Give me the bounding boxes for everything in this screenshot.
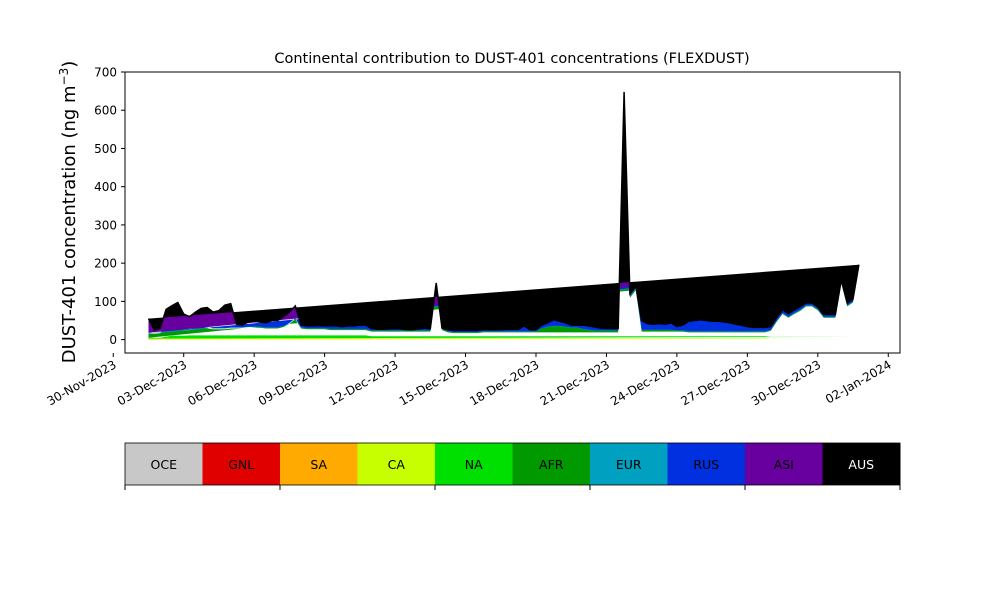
y-tick-label: 200 (94, 257, 117, 271)
plot-frame (124, 71, 901, 354)
legend-swatch-asi (745, 443, 823, 485)
y-tick-label: 500 (94, 142, 117, 156)
legend-label-gnl: GNL (228, 457, 254, 472)
legend-label-eur: EUR (616, 457, 642, 472)
legend-label-afr: AFR (539, 457, 564, 472)
x-tick-label: 09-Dec-2023 (256, 357, 330, 408)
x-tick-label: 27-Dec-2023 (679, 357, 753, 408)
legend-label-ca: CA (388, 457, 406, 472)
y-tick-label: 400 (94, 180, 117, 194)
legend-label-sa: SA (310, 457, 327, 472)
legend-swatch-gnl (202, 443, 281, 485)
legend-swatch-sa (280, 443, 358, 485)
x-tick-label: 03-Dec-2023 (115, 357, 189, 408)
legend-label-asi: ASI (774, 457, 794, 472)
y-tick-label: 700 (94, 66, 117, 80)
x-tick-label: 24-Dec-2023 (608, 357, 682, 408)
x-tick-label: 02-Jan-2024 (823, 357, 894, 406)
legend-label-aus: AUS (848, 457, 874, 472)
x-tick-label: 18-Dec-2023 (467, 357, 541, 408)
y-axis: 0 100 200 300 400 500 600 700 (94, 66, 125, 347)
x-axis: 30-Nov-202303-Dec-202306-Dec-202309-Dec-… (45, 353, 894, 408)
total-outline (147, 91, 860, 332)
legend-label-rus: RUS (693, 457, 719, 472)
color-legend: OCE GNL SA CA NA AFR EUR RUS ASI AUS (124, 442, 901, 490)
legend-swatch-rus (667, 443, 746, 485)
x-tick-label: 12-Dec-2023 (326, 357, 400, 408)
y-tick-label: 100 (94, 295, 117, 309)
legend-swatch-afr (512, 443, 591, 485)
x-tick-label: 15-Dec-2023 (397, 357, 471, 408)
y-tick-label: 300 (94, 218, 117, 232)
legend-swatch-ca (357, 443, 436, 485)
legend-label-na: NA (465, 457, 483, 472)
y-tick-label: 0 (109, 333, 117, 347)
legend-swatch-na (435, 443, 513, 485)
legend-frame (124, 442, 901, 486)
y-axis-label-exponent: −3 (57, 68, 71, 86)
x-tick-label: 06-Dec-2023 (185, 357, 259, 408)
legend-label-oce: OCE (151, 457, 178, 472)
area-na (148, 335, 859, 339)
chart-title: Continental contribution to DUST-401 con… (274, 51, 749, 67)
y-axis-label-suffix: ) (59, 61, 80, 68)
y-axis-label-main: DUST-401 concentration (ng m (59, 85, 80, 363)
x-tick-label: 30-Dec-2023 (749, 357, 823, 408)
area-layers (147, 91, 860, 340)
legend-swatch-oce (125, 443, 203, 485)
x-tick-label: 30-Nov-2023 (45, 357, 119, 408)
y-axis-label: DUST-401 concentration (ng m−3) (57, 61, 80, 364)
legend-swatch-eur (590, 443, 668, 485)
legend-swatch-aus (822, 443, 901, 485)
x-tick-label: 21-Dec-2023 (538, 357, 612, 408)
y-tick-label: 600 (94, 104, 117, 118)
area-aus (148, 91, 859, 331)
